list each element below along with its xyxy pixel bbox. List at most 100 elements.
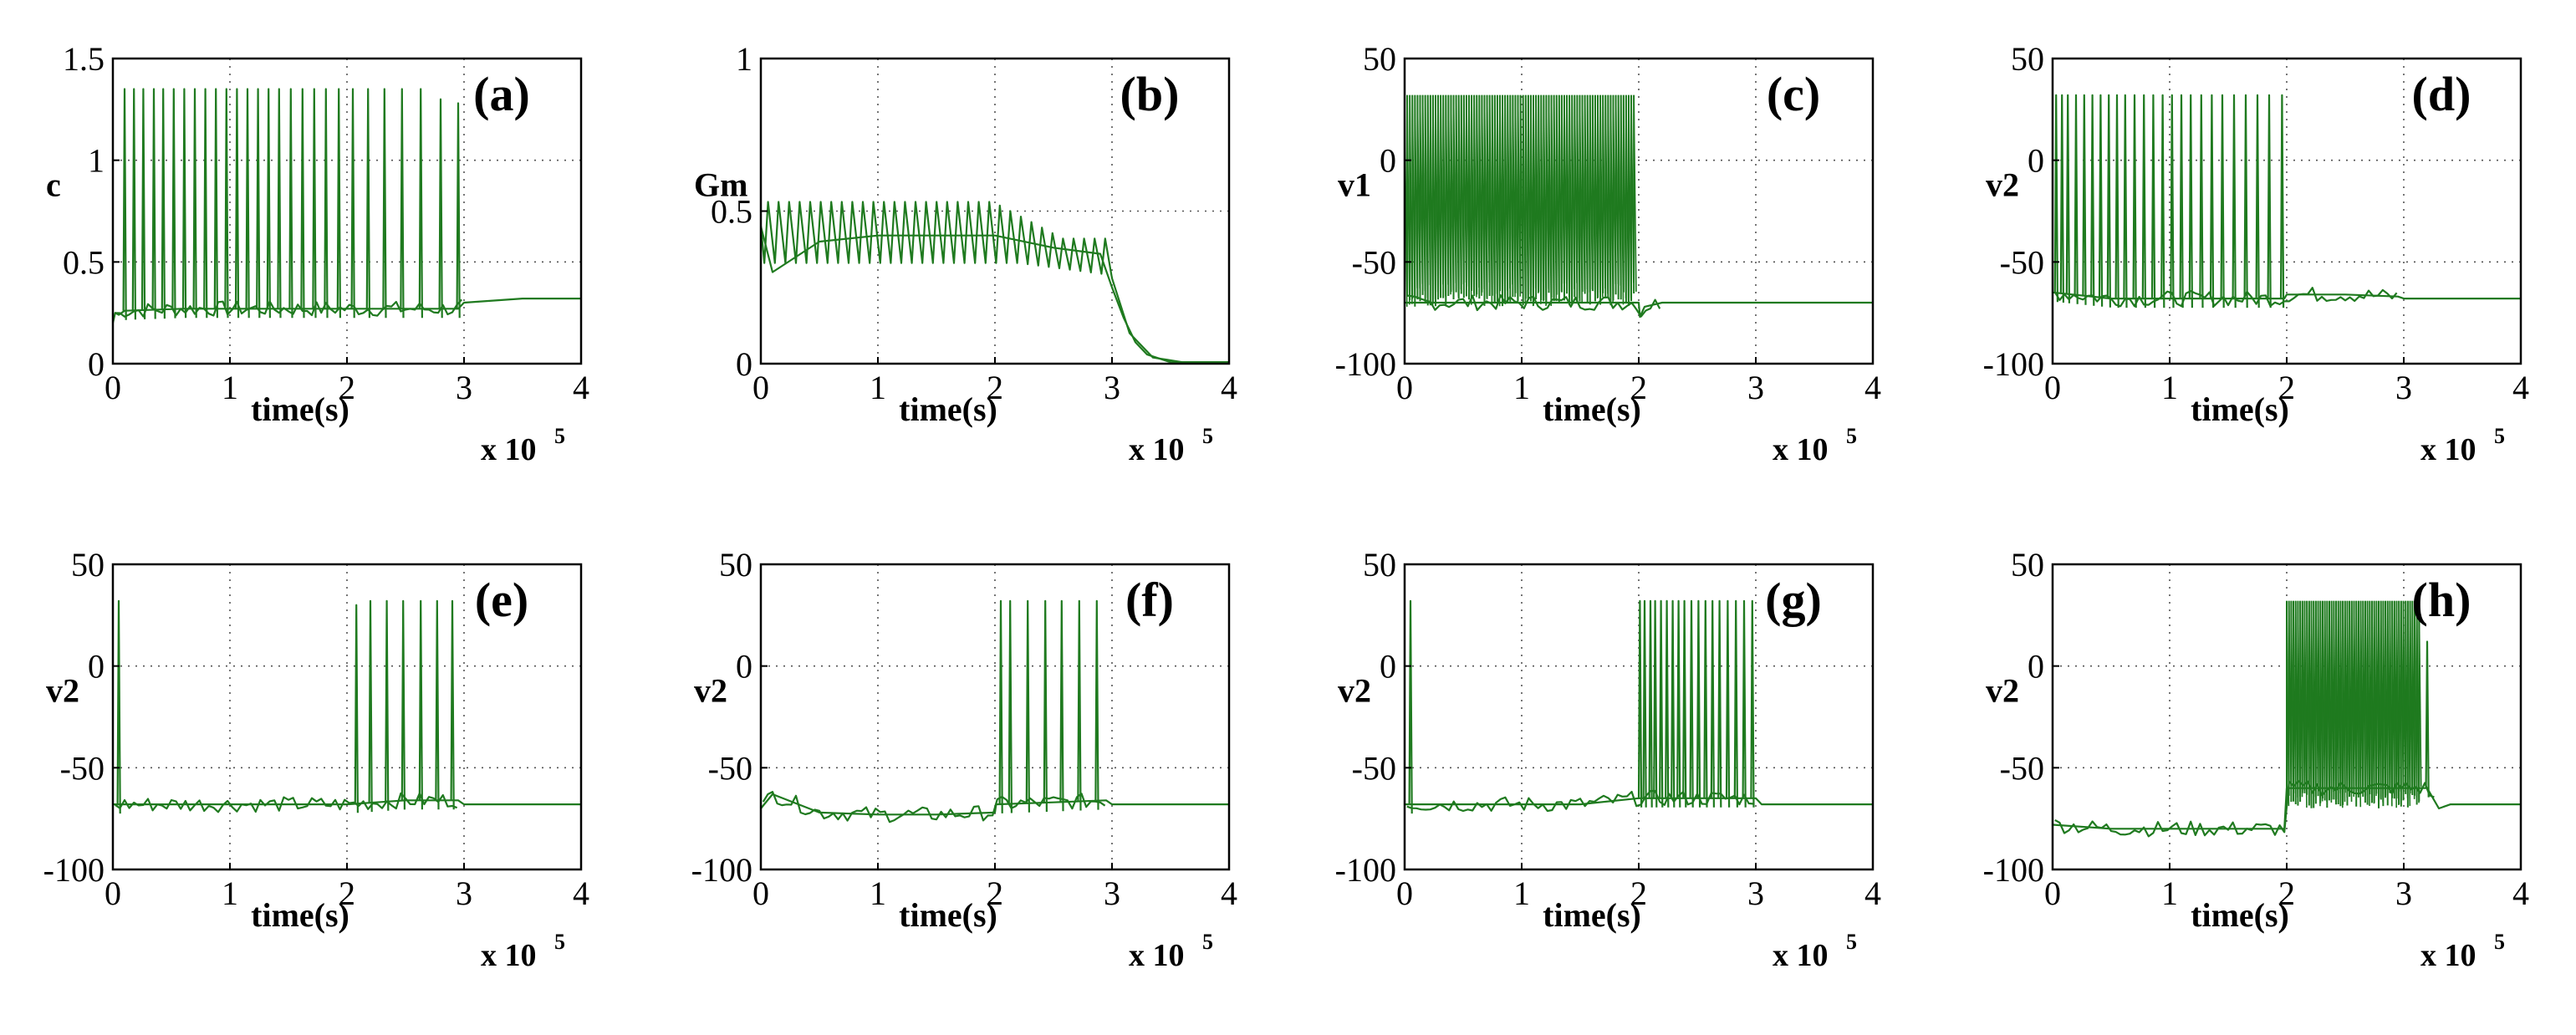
spike — [385, 599, 390, 811]
spike — [2220, 94, 2225, 308]
y-tick-label: -100 — [1335, 345, 1396, 383]
spike — [1710, 599, 1715, 808]
x-tick-label: 2 — [1630, 369, 1647, 406]
spike — [1682, 599, 1687, 808]
x-multiplier: x 10 — [481, 432, 537, 467]
y-tick-label: -50 — [2000, 749, 2044, 787]
y-tick-label: 0 — [88, 648, 105, 686]
y-tick-label: 50 — [2011, 546, 2044, 584]
y-axis-label: Gm — [694, 166, 747, 203]
x-tick-label: 4 — [1864, 369, 1881, 406]
gm-oscillation — [759, 201, 1229, 364]
spike — [2098, 94, 2104, 307]
y-tick-label: 0.5 — [63, 243, 105, 281]
spike — [1077, 599, 1082, 811]
y-axis-label: v2 — [46, 671, 79, 709]
spike — [418, 599, 423, 810]
spike — [2170, 94, 2175, 308]
spike — [354, 604, 359, 813]
y-axis-label: v2 — [694, 671, 727, 709]
x-axis-label: time(s) — [2191, 390, 2289, 428]
spike — [1665, 599, 1670, 808]
spike — [140, 88, 146, 319]
y-tick-label: -100 — [43, 851, 105, 889]
spike — [450, 599, 455, 810]
spike — [2090, 94, 2095, 306]
series-line — [111, 298, 581, 324]
y-tick-label: 50 — [2011, 40, 2044, 78]
panel-d: 0 1 2 3 4 -100 -50 0 50 time(s) v2 x 10 5 (d) — [1983, 40, 2529, 467]
panel-label: (e) — [475, 573, 528, 627]
spike — [2188, 94, 2193, 308]
spike — [312, 88, 317, 319]
x-tick-label: 2 — [339, 369, 355, 406]
x-tick-label: 1 — [222, 874, 238, 912]
spike — [418, 88, 423, 319]
series-ripple — [1406, 789, 1754, 813]
spike — [1025, 599, 1030, 813]
spike — [368, 599, 373, 813]
spike — [161, 88, 166, 319]
x-tick-label: 2 — [1630, 874, 1647, 912]
x-axis-label: time(s) — [899, 390, 997, 428]
x-exponent: 5 — [1846, 424, 1857, 448]
x-tick-label: 1 — [870, 874, 886, 912]
y-tick-label: 50 — [719, 546, 752, 584]
spike — [998, 599, 1003, 813]
spike — [1703, 599, 1708, 808]
spike — [224, 88, 229, 319]
y-tick-label: 0 — [1380, 142, 1396, 180]
spike — [300, 88, 305, 319]
spike — [400, 599, 406, 810]
panel-label: (d) — [2412, 67, 2471, 121]
spike — [213, 88, 218, 319]
x-tick-label: 0 — [752, 874, 769, 912]
x-axis-label: time(s) — [1543, 390, 1641, 428]
y-tick-label: -50 — [1352, 243, 1396, 281]
x-tick-label: 0 — [1396, 874, 1413, 912]
spike — [2106, 94, 2111, 308]
spike — [2074, 94, 2079, 304]
y-tick-label: 1 — [736, 40, 752, 78]
y-axis-label: v2 — [1986, 166, 2019, 203]
y-tick-label: 0 — [736, 648, 752, 686]
series-line — [1405, 797, 1873, 806]
spike — [203, 88, 208, 319]
y-tick-label: -100 — [1983, 851, 2044, 889]
y-tick-label: -50 — [1352, 749, 1396, 787]
panel-a: 0 1 2 3 4 0 0.5 1 1.5 time(s) c x 10 5 (a) — [46, 40, 589, 467]
panel-b: 0 1 2 3 4 0 0.5 1 time(s) Gm x 10 5 (b) — [694, 40, 1237, 467]
y-tick-label: 0 — [88, 345, 105, 383]
x-tick-label: 3 — [456, 369, 472, 406]
spike — [1659, 599, 1664, 808]
spike — [192, 88, 197, 319]
x-axis-label: time(s) — [251, 390, 349, 428]
x-exponent: 5 — [554, 930, 565, 954]
spike — [151, 88, 156, 319]
spike — [1408, 599, 1413, 814]
panel-f: 0 1 2 3 4 -100 -50 0 50 time(s) v2 x 10 5 (f) — [691, 546, 1237, 973]
spike — [1653, 599, 1658, 808]
x-tick-label: 4 — [573, 874, 589, 912]
spike — [181, 88, 187, 319]
y-tick-label: 50 — [1363, 546, 1396, 584]
x-multiplier: x 10 — [1129, 938, 1185, 973]
panel-label: (h) — [2412, 573, 2471, 627]
spike — [2267, 94, 2272, 308]
spike — [1642, 599, 1647, 808]
spike — [2141, 94, 2146, 308]
spike — [122, 88, 127, 320]
spike — [382, 88, 387, 319]
x-tick-label: 0 — [752, 369, 769, 406]
y-tick-label: 50 — [1363, 40, 1396, 78]
x-tick-label: 3 — [2395, 874, 2412, 912]
x-tick-label: 3 — [456, 874, 472, 912]
y-tick-label: 0.5 — [711, 193, 752, 231]
x-tick-label: 3 — [1747, 369, 1764, 406]
spike — [1648, 599, 1653, 808]
spike — [256, 88, 261, 319]
spike — [2082, 94, 2087, 305]
series-line — [760, 793, 1229, 816]
spike — [1725, 599, 1731, 808]
x-exponent: 5 — [2494, 930, 2505, 954]
